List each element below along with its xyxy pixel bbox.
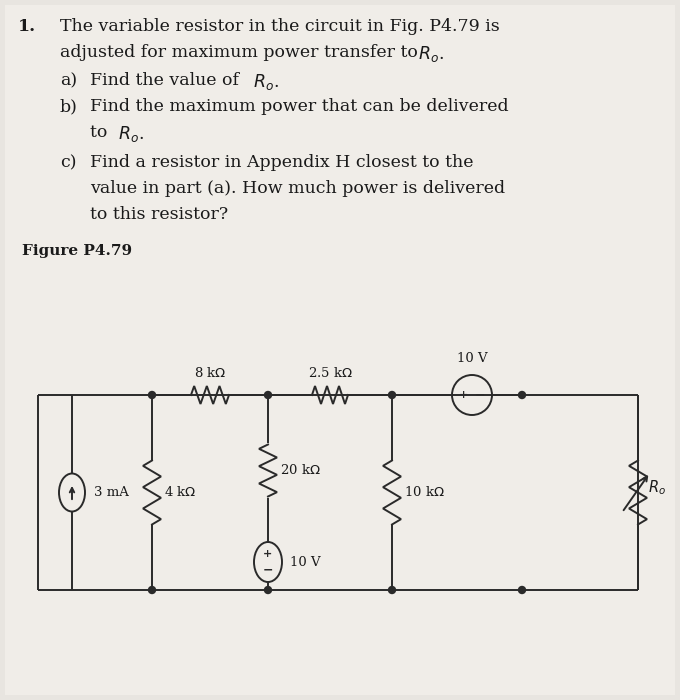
Text: $R_o$: $R_o$ (648, 478, 666, 497)
Text: c): c) (60, 154, 76, 171)
FancyBboxPatch shape (5, 5, 675, 695)
Circle shape (518, 391, 526, 398)
Text: −: − (262, 564, 273, 577)
Text: 20 k$\Omega$: 20 k$\Omega$ (280, 463, 321, 477)
Text: 10 V: 10 V (290, 556, 321, 568)
Text: +: + (460, 390, 469, 400)
Text: Find a resistor in Appendix H closest to the: Find a resistor in Appendix H closest to… (90, 154, 473, 171)
Text: to this resistor?: to this resistor? (90, 206, 228, 223)
Circle shape (388, 391, 396, 398)
Text: Find the value of: Find the value of (90, 72, 245, 89)
Text: value in part (a). How much power is delivered: value in part (a). How much power is del… (90, 180, 505, 197)
Text: 8 k$\Omega$: 8 k$\Omega$ (194, 366, 226, 380)
Text: 10 k$\Omega$: 10 k$\Omega$ (404, 486, 445, 500)
Text: −: − (475, 389, 486, 402)
Text: $R_o$.: $R_o$. (418, 44, 444, 64)
Circle shape (265, 391, 271, 398)
Circle shape (265, 587, 271, 594)
Text: +: + (263, 549, 273, 559)
Circle shape (388, 587, 396, 594)
Text: $R_o$.: $R_o$. (253, 72, 279, 92)
Circle shape (148, 391, 156, 398)
Circle shape (518, 587, 526, 594)
Text: b): b) (60, 98, 78, 115)
Text: adjusted for maximum power transfer to: adjusted for maximum power transfer to (60, 44, 424, 61)
Text: The variable resistor in the circuit in Fig. P4.79 is: The variable resistor in the circuit in … (60, 18, 500, 35)
Text: Figure P4.79: Figure P4.79 (22, 244, 132, 258)
Text: 4 k$\Omega$: 4 k$\Omega$ (164, 486, 197, 500)
Text: Find the maximum power that can be delivered: Find the maximum power that can be deliv… (90, 98, 509, 115)
Text: 1.: 1. (18, 18, 36, 35)
Text: $R_o$.: $R_o$. (118, 124, 144, 144)
Text: 10 V: 10 V (457, 352, 488, 365)
Circle shape (148, 587, 156, 594)
Text: 3 mA: 3 mA (94, 486, 129, 499)
Text: to: to (90, 124, 113, 141)
Text: 2.5 k$\Omega$: 2.5 k$\Omega$ (307, 366, 352, 380)
Text: a): a) (60, 72, 77, 89)
